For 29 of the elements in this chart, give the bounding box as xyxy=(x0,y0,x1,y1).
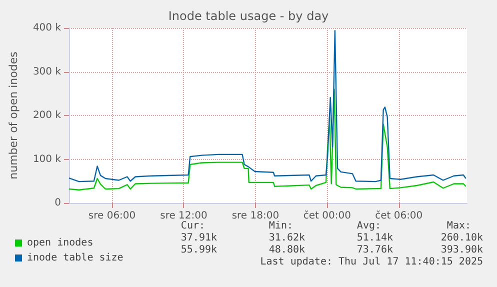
legend-label: inode table size xyxy=(27,252,124,264)
text: 37.91k xyxy=(180,232,217,244)
text: Avg: xyxy=(356,220,382,232)
line-series xyxy=(68,88,466,190)
x-tick-label: sre 12:00 xyxy=(160,210,208,222)
y-tick-label: 100 k xyxy=(32,154,62,165)
text: Last update: Thu Jul 17 11:40:15 2025 xyxy=(260,256,484,268)
y-axis-title: number of open inodes xyxy=(7,51,20,180)
text: Cur: xyxy=(180,220,206,232)
text: 48.80k xyxy=(268,244,305,256)
x-tick-label: čet 06:00 xyxy=(375,210,423,222)
text: 260.10k xyxy=(440,232,484,244)
x-tick-label: sre 18:00 xyxy=(232,210,280,222)
y-tick-label: 200 k xyxy=(32,110,62,121)
y-tick-label: 0 xyxy=(54,198,61,208)
chart-title: Inode table usage - by day xyxy=(168,9,329,23)
x-tick-label: sre 06:00 xyxy=(88,210,136,222)
text: Max: xyxy=(446,220,472,232)
y-tick-label: 400 k xyxy=(32,22,62,34)
text: 51.14k xyxy=(356,232,393,244)
text: 73.76k xyxy=(356,244,393,256)
x-tick-label: čet 00:00 xyxy=(303,210,351,222)
legend-label: open inodes xyxy=(27,238,94,248)
y-tick-label: 300 k xyxy=(32,66,62,78)
text: 55.99k xyxy=(180,244,217,256)
text: 31.62k xyxy=(268,232,305,244)
text: Min: xyxy=(268,220,294,232)
text: 393.90k xyxy=(440,244,484,256)
line-series xyxy=(68,30,466,182)
